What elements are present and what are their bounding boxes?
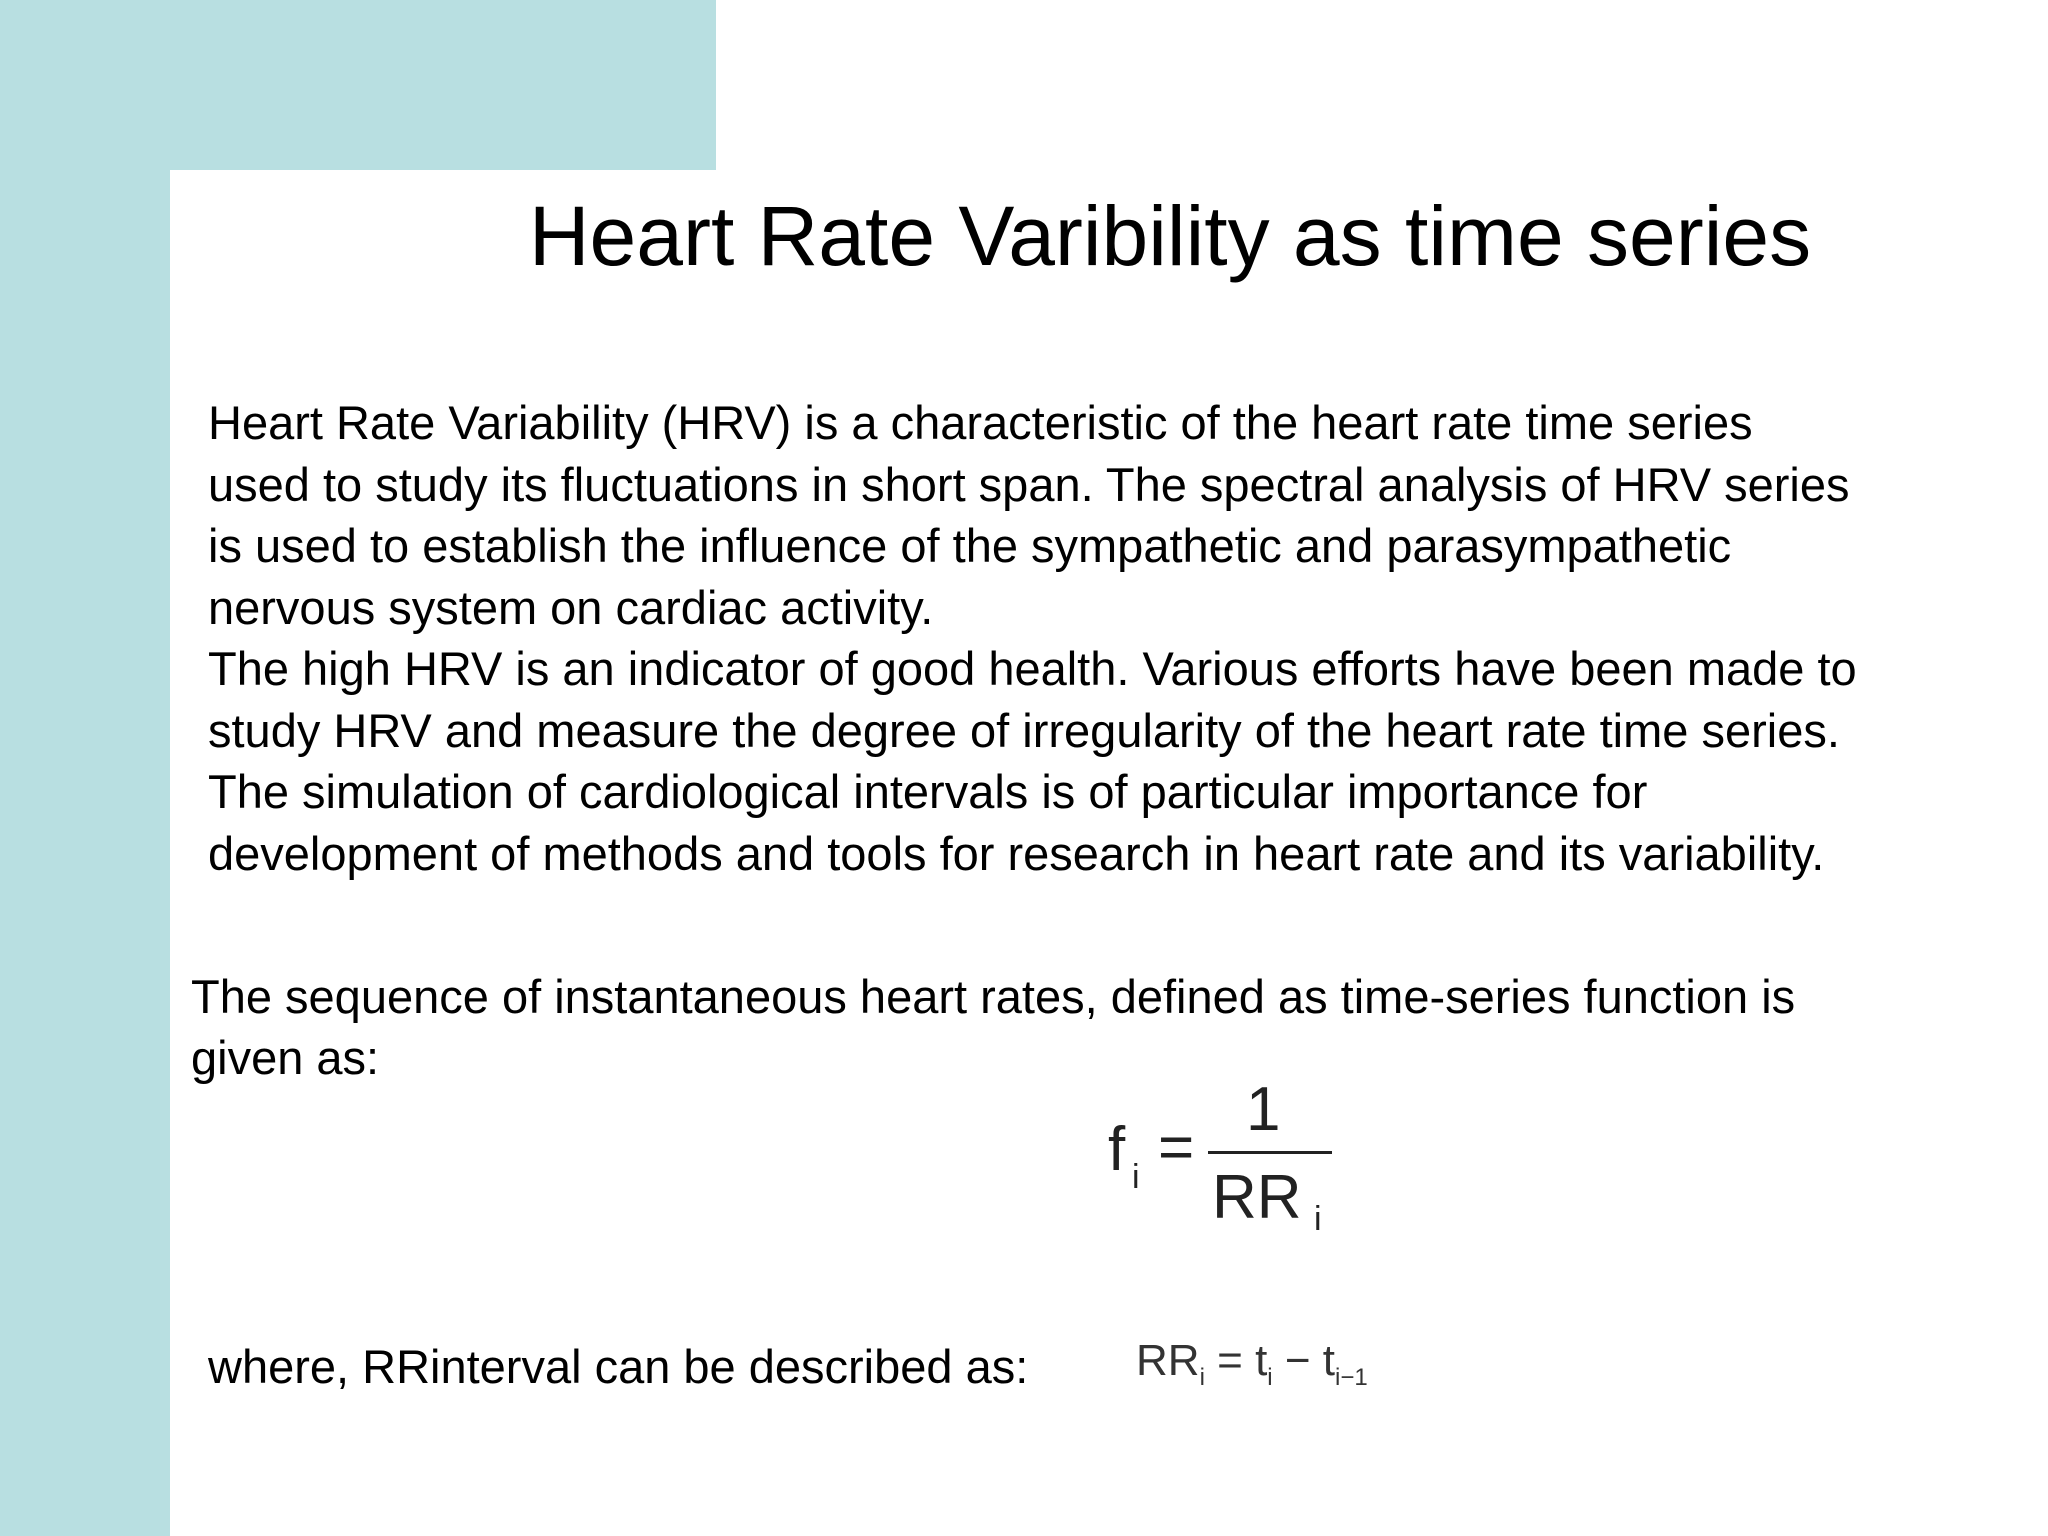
paragraph-line: used to study its fluctuations in short …	[208, 457, 1850, 511]
formula-denominator: RR	[1212, 1163, 1302, 1232]
rr-t1-subscript: i	[1267, 1364, 1273, 1391]
rr-lhs: RR	[1136, 1336, 1200, 1385]
rr-t1: t	[1255, 1336, 1268, 1385]
side-accent-band	[0, 0, 170, 1536]
rr-equals: =	[1204, 1336, 1256, 1385]
slide-title: Heart Rate Varibility as time series	[528, 189, 1812, 283]
formula-equals: =	[1158, 1113, 1195, 1182]
formula-lhs-subscript: i	[1132, 1158, 1140, 1196]
sequence-text: The sequence of instantaneous heart rate…	[191, 966, 2011, 1088]
formula-denominator-subscript: i	[1314, 1200, 1322, 1238]
paragraph-line: development of methods and tools for res…	[208, 826, 1825, 880]
fraction-bar	[1208, 1151, 1332, 1154]
where-text: where, RRinterval can be described as:	[208, 1340, 1029, 1393]
formula-numerator: 1	[1246, 1075, 1281, 1144]
rr-interval-formula: RRi = ti − ti−1	[1136, 1336, 1426, 1406]
paragraph-line: is used to establish the influence of th…	[208, 519, 1732, 572]
paragraph-line: Heart Rate Variability (HRV) is a charac…	[208, 396, 1753, 449]
paragraph-line: nervous system on cardiac activity.	[208, 580, 934, 634]
formula-lhs: f	[1108, 1115, 1126, 1184]
rr-minus: −	[1272, 1336, 1323, 1385]
rr-lhs-subscript: i	[1199, 1364, 1205, 1391]
rr-t2: t	[1322, 1336, 1336, 1385]
paragraph-line: The simulation of cardiological interval…	[208, 765, 1648, 818]
hrv-paragraph: Heart Rate Variability (HRV) is a charac…	[208, 392, 2028, 884]
sequence-line: given as:	[191, 1031, 380, 1084]
content-card	[170, 170, 2048, 1536]
top-accent-band	[0, 0, 716, 170]
paragraph-line: study HRV and measure the degree of irre…	[208, 703, 1840, 757]
heart-rate-formula: f i = 1 RR i	[1096, 1074, 1346, 1244]
paragraph-line: The high HRV is an indicator of good hea…	[208, 642, 1857, 695]
rr-t2-subscript: i−1	[1335, 1364, 1368, 1391]
sequence-line: The sequence of instantaneous heart rate…	[191, 970, 1796, 1023]
